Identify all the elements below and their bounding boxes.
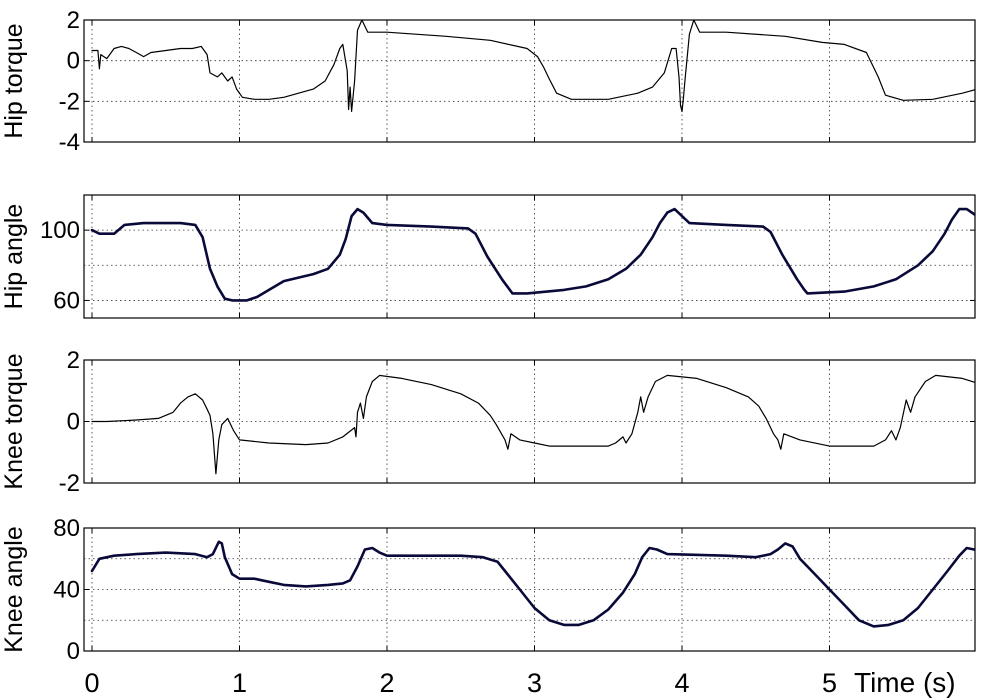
y-tick-label: 2 [67, 347, 80, 374]
x-axis: 5 4 3 2 1 0 Time (s) [84, 667, 955, 698]
y-axis-label: Hip angle [0, 204, 28, 310]
x-tick-label: 5 [822, 668, 837, 698]
x-tick-label: 1 [232, 668, 247, 698]
y-tick-label: 0 [67, 48, 80, 75]
x-axis-label: Time (s) [854, 667, 956, 698]
y-tick-label: 0 [67, 409, 80, 436]
y-tick-label: 40 [53, 577, 80, 604]
series-line [91, 20, 975, 113]
plot-frame [83, 19, 976, 143]
y-axis-label: Knee torque [0, 353, 28, 489]
series-line [90, 207, 975, 302]
y-tick-label: -2 [59, 88, 80, 115]
subplot-1: 2 0 -2 -4 Hip torque [0, 7, 976, 156]
x-tick-label: 4 [674, 668, 689, 698]
x-tick-label: 2 [379, 668, 394, 698]
y-axis-label: Hip torque [0, 23, 28, 138]
series-line [90, 540, 975, 628]
x-tick-label: 0 [84, 668, 99, 698]
subplot-3: 2 0 -2 Knee torque [0, 347, 976, 497]
y-tick-label: 2 [67, 7, 80, 34]
y-tick-label: 60 [53, 287, 80, 314]
subplot-2: 100 60 Hip angle [0, 194, 976, 319]
series-line [91, 374, 975, 475]
y-tick-label: -2 [59, 470, 80, 497]
y-tick-label: 100 [40, 217, 80, 244]
y-tick-label: -4 [59, 129, 80, 156]
x-tick-label: 3 [527, 668, 542, 698]
y-tick-label: 80 [53, 515, 80, 542]
y-tick-label: 0 [67, 638, 80, 665]
y-axis-label: Knee angle [0, 526, 28, 653]
subplot-4: 80 40 0 Knee angle [0, 515, 976, 665]
subplots: 2 0 -2 -4 Hip torque 100 60 Hip angle 2 0 -2 Knee t… [0, 7, 976, 665]
plot-frame [83, 194, 976, 319]
